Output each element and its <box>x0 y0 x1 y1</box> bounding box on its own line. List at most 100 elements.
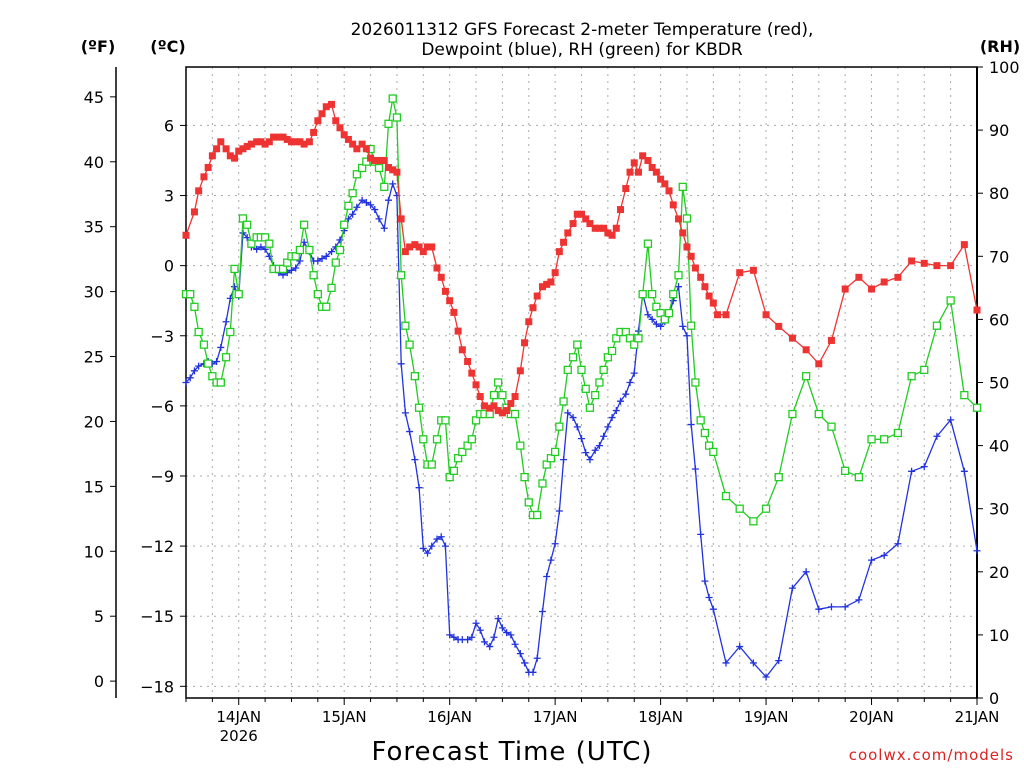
dewpoint-point <box>322 252 330 260</box>
rh-point <box>621 327 630 337</box>
temperature-point <box>287 138 295 146</box>
y-fahrenheit-tick-label: 45 <box>84 88 104 107</box>
dewpoint-point <box>802 568 810 576</box>
temperature-point <box>697 273 705 281</box>
y-celsius-tick-label: −3 <box>150 327 174 346</box>
temperature-point <box>283 135 291 143</box>
dewpoint-point <box>630 369 638 377</box>
rh-point <box>243 220 252 229</box>
rh-point <box>405 340 414 349</box>
rh-point <box>761 504 771 513</box>
temperature-point <box>665 187 673 195</box>
temperature-point <box>441 287 449 295</box>
temperature-point <box>344 135 352 143</box>
y-celsius-tick-label: 3 <box>164 187 174 206</box>
temperature-point <box>722 311 730 319</box>
rh-point <box>299 220 309 229</box>
rh-point <box>696 416 705 425</box>
dewpoint-point <box>441 542 449 550</box>
dewpoint-point <box>749 659 757 667</box>
dewpoint-point <box>722 659 730 667</box>
rh-point <box>538 479 547 488</box>
rh-point <box>972 403 982 412</box>
temperature-point <box>305 138 313 146</box>
rh-point <box>410 372 420 381</box>
dewpoint-point <box>855 596 863 604</box>
dewpoint-point <box>578 435 585 443</box>
temperature-series <box>182 100 981 417</box>
dewpoint-point <box>437 533 445 541</box>
y-celsius-tick-label: −9 <box>150 467 174 486</box>
rh-point <box>441 416 450 425</box>
dewpoint-point <box>582 449 590 457</box>
dewpoint-point <box>507 631 515 639</box>
dewpoint-point <box>701 577 709 585</box>
dewpoint-point <box>622 390 630 398</box>
dewpoint-point <box>547 556 555 564</box>
y-fahrenheit-tick-label: 25 <box>84 348 104 367</box>
temperature-point <box>855 273 863 281</box>
y-rh-tick-label: 30 <box>989 500 1009 519</box>
dewpoint-point <box>551 540 559 548</box>
temperature-point <box>332 117 340 125</box>
temperature-point <box>547 278 555 286</box>
rh-point <box>432 435 442 444</box>
temperature-point <box>275 133 283 141</box>
rh-point <box>221 353 231 362</box>
rh-point <box>208 372 217 381</box>
rh-point <box>721 491 731 501</box>
rh-point <box>709 447 718 457</box>
temperature-point <box>657 175 665 183</box>
temperature-point <box>231 154 239 162</box>
temperature-point <box>683 243 691 251</box>
rh-point <box>489 390 499 400</box>
dewpoint-point <box>697 530 705 538</box>
temperature-point <box>257 138 265 146</box>
y-celsius-tick-label: 6 <box>164 116 174 135</box>
temperature-point <box>533 292 541 300</box>
temperature-point <box>411 241 419 249</box>
temperature-point <box>908 257 916 265</box>
rh-point <box>749 517 758 526</box>
dewpoint-point <box>617 397 625 405</box>
rh-point <box>595 378 604 387</box>
rh-point <box>674 271 683 280</box>
temperature-point <box>389 166 397 174</box>
dewpoint-point <box>604 423 612 431</box>
temperature-point <box>458 346 466 354</box>
rh-point <box>362 157 371 166</box>
rh-point <box>327 283 336 293</box>
rh-point <box>247 239 256 248</box>
watermark: coolwx.com/models <box>849 746 1014 764</box>
temperature-point <box>371 156 379 164</box>
dewpoint-point <box>683 332 691 340</box>
dewpoint-point <box>516 650 524 658</box>
rh-point <box>599 365 608 375</box>
dewpoint-point <box>555 507 563 515</box>
temperature-point <box>802 346 810 354</box>
x-axis-label: Forecast Time (UTC) <box>371 737 652 767</box>
temperature-point <box>415 243 423 251</box>
dewpoint-point <box>691 465 699 473</box>
temperature-point <box>222 145 230 153</box>
temperature-point <box>827 336 835 344</box>
rh-point <box>573 340 582 349</box>
temperature-point <box>419 248 427 256</box>
dewpoint-point <box>573 423 581 431</box>
dewpoint-point <box>880 551 888 559</box>
dewpoint-point <box>533 654 541 662</box>
dewpoint-point <box>543 572 551 580</box>
temperature-point <box>714 311 722 319</box>
temperature-point <box>375 156 383 164</box>
temperature-point <box>543 280 551 288</box>
x-tick-label: 19JAN <box>744 708 789 726</box>
dewpoint-point <box>529 668 537 676</box>
rh-point <box>893 428 903 438</box>
rh-point <box>278 264 288 274</box>
rh-point <box>788 409 797 419</box>
x-tick-label: 16JAN <box>427 708 472 726</box>
temperature-point <box>296 138 304 146</box>
rh-point <box>704 441 714 450</box>
dewpoint-point <box>705 594 713 602</box>
temperature-point <box>353 145 361 153</box>
